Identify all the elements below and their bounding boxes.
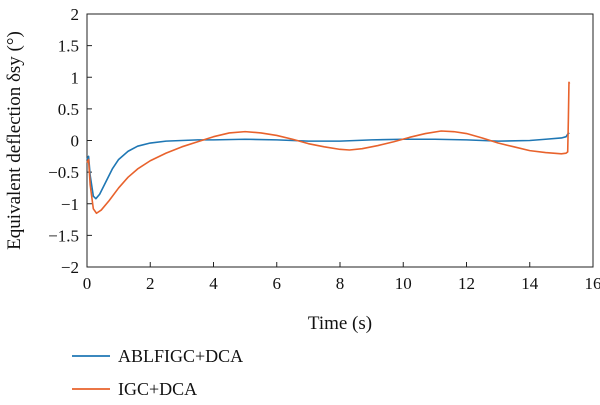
x-tick-label: 8 (336, 274, 345, 293)
series-line-ablfigc-dca (86, 132, 570, 200)
x-tick-label: 10 (395, 274, 412, 293)
y-tick-label: −0.5 (48, 163, 79, 182)
x-tick-label: 12 (458, 274, 475, 293)
tick-labels: 0 2 4 6 8 10 12 14 16 −2 −1.5 −1 −0.5 0 0.5 1 1.5 2 (48, 5, 600, 293)
x-tick-label: 0 (83, 274, 92, 293)
x-tick-label: 6 (273, 274, 282, 293)
x-tick-label: 4 (209, 274, 218, 293)
x-tick-label: 16 (585, 274, 600, 293)
y-tick-label: −2 (61, 258, 79, 277)
y-tick-label: 0.5 (58, 100, 79, 119)
x-axis-title: Time (s) (308, 313, 372, 334)
y-tick-label: 1 (71, 68, 80, 87)
y-tick-label: −1.5 (48, 226, 79, 245)
y-tick-label: −1 (61, 195, 79, 214)
y-tick-label: 2 (71, 5, 80, 24)
legend-label: IGC+DCA (118, 379, 197, 399)
series-lines (86, 81, 571, 215)
x-tick-label: 14 (521, 274, 539, 293)
y-axis-title: Equivalent deflection δsy (°) (4, 31, 25, 250)
y-tick-label: 0 (71, 132, 80, 151)
y-tick-label: 1.5 (58, 37, 79, 56)
legend-label: ABLFIGC+DCA (118, 346, 243, 366)
legend: ABLFIGC+DCA IGC+DCA (72, 346, 243, 399)
x-tick-label: 2 (146, 274, 155, 293)
series-line-igc-dca (86, 81, 571, 215)
